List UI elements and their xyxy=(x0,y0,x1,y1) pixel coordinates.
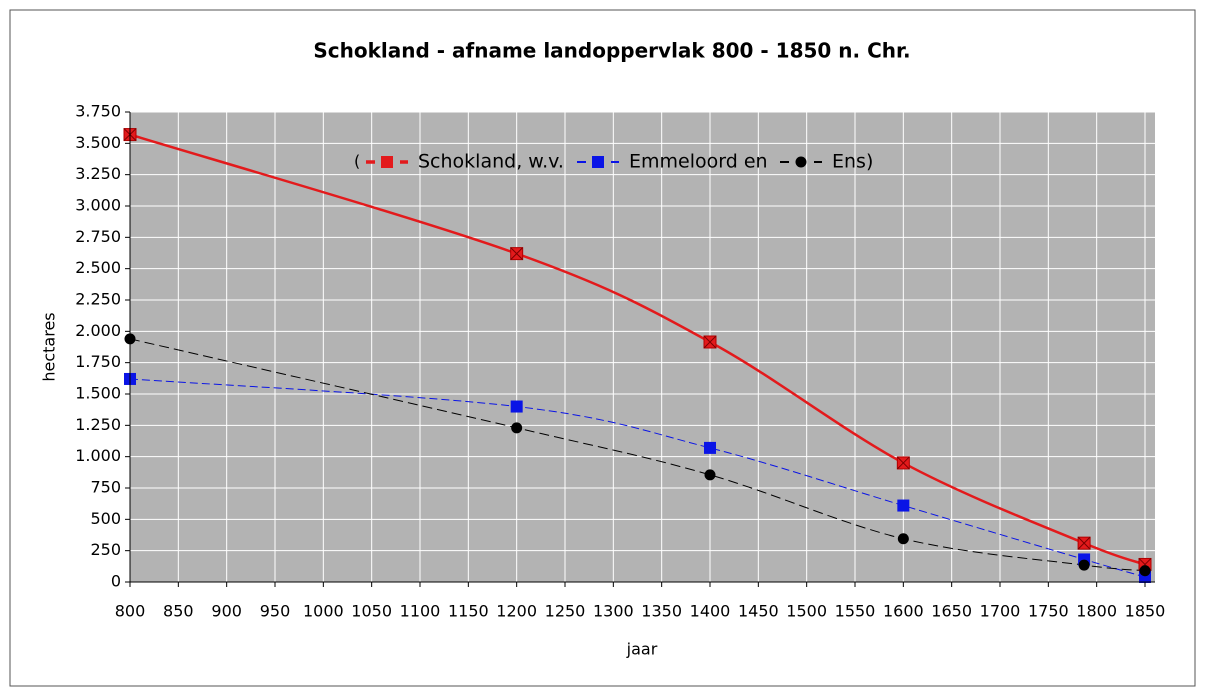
x-tick-label: 1300 xyxy=(593,602,634,621)
y-tick-label: 1.000 xyxy=(75,446,121,465)
legend-label: Emmeloord en xyxy=(629,151,768,173)
y-tick-label: 1.250 xyxy=(75,415,121,434)
x-tick-label: 800 xyxy=(115,602,146,621)
legend-swatch-marker xyxy=(381,156,393,168)
point xyxy=(897,533,909,545)
x-tick-label: 850 xyxy=(163,602,194,621)
x-tick-label: 1400 xyxy=(690,602,731,621)
x-tick-label: 1750 xyxy=(1028,602,1069,621)
y-tick-label: 1.500 xyxy=(75,384,121,403)
legend-label: Schokland, w.v. xyxy=(418,151,564,173)
x-tick-label: 900 xyxy=(211,602,242,621)
x-tick-label: 950 xyxy=(260,602,291,621)
y-tick-label: 2.750 xyxy=(75,227,121,246)
x-axis-label: jaar xyxy=(626,640,658,659)
point xyxy=(704,441,716,454)
plot-area xyxy=(130,112,1155,582)
y-tick-label: 500 xyxy=(90,509,121,528)
y-tick-label: 2.000 xyxy=(75,321,121,340)
x-tick-label: 1650 xyxy=(931,602,972,621)
legend-swatch-marker xyxy=(592,156,604,168)
point xyxy=(510,247,524,261)
x-tick-label: 1800 xyxy=(1076,602,1117,621)
legend-swatch-marker xyxy=(795,156,807,168)
point xyxy=(897,499,910,512)
point xyxy=(1078,559,1090,571)
x-tick-label: 1200 xyxy=(496,602,537,621)
legend-prefix: ( xyxy=(354,152,360,171)
x-tick-label: 1000 xyxy=(303,602,344,621)
y-tick-label: 0 xyxy=(111,572,121,591)
y-tick-label: 3.000 xyxy=(75,196,121,215)
y-tick-label: 2.250 xyxy=(75,290,121,309)
series-line xyxy=(129,338,1146,572)
series-line xyxy=(129,133,1146,566)
x-tick-label: 1550 xyxy=(835,602,876,621)
x-tick-label: 1100 xyxy=(400,602,441,621)
point xyxy=(896,456,910,470)
y-axis-label: hectares xyxy=(40,312,59,381)
y-tick-label: 750 xyxy=(90,478,121,497)
series-lines xyxy=(123,128,1152,583)
x-tick-label: 1450 xyxy=(738,602,779,621)
x-tick-label: 1150 xyxy=(448,602,489,621)
y-tick-label: 250 xyxy=(90,540,121,559)
y-tick-label: 3.750 xyxy=(75,102,121,121)
point xyxy=(1139,565,1151,577)
x-tick-label: 1700 xyxy=(980,602,1021,621)
point xyxy=(510,400,523,413)
x-tick-label: 1500 xyxy=(786,602,827,621)
y-tick-label: 1.750 xyxy=(75,352,121,371)
legend-label: Ens) xyxy=(832,151,873,173)
y-tick-label: 2.500 xyxy=(75,258,121,277)
x-tick-label: 1600 xyxy=(883,602,924,621)
point xyxy=(1077,536,1091,550)
y-tick-label: 3.500 xyxy=(75,133,121,152)
y-tick-label: 3.250 xyxy=(75,164,121,183)
legend: ( Schokland, w.v. Emmeloord en Ens) xyxy=(354,151,873,173)
x-tick-label: 1250 xyxy=(545,602,586,621)
x-tick-label: 1050 xyxy=(351,602,392,621)
x-tick-label: 1850 xyxy=(1125,602,1166,621)
point xyxy=(703,335,717,349)
point xyxy=(511,422,523,434)
chart-title: Schokland - afname landoppervlak 800 - 1… xyxy=(313,39,910,63)
point xyxy=(704,469,716,481)
x-tick-label: 1350 xyxy=(641,602,682,621)
